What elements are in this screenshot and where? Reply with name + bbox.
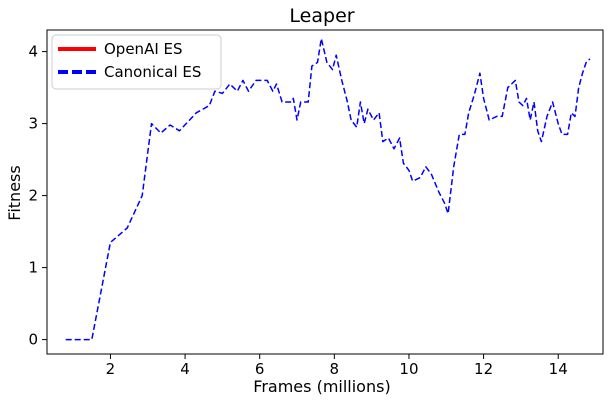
y-axis-label: Fitness xyxy=(5,165,24,220)
series-layer xyxy=(65,37,591,341)
y-tick-label: 3 xyxy=(28,115,38,133)
plot-frame xyxy=(46,29,604,355)
x-tick-label: 2 xyxy=(106,360,116,378)
x-tick-label: 6 xyxy=(255,360,265,378)
x-tick-label: 4 xyxy=(180,360,190,378)
x-tick-label: 8 xyxy=(330,360,340,378)
legend: OpenAI ES Canonical ES xyxy=(51,34,222,90)
x-tick-label: 10 xyxy=(399,360,418,378)
legend-label-1: Canonical ES xyxy=(104,63,201,81)
x-tick-label: 12 xyxy=(474,360,493,378)
y-tick-label: 2 xyxy=(28,187,38,205)
series-line-1 xyxy=(65,37,591,341)
x-axis-label: Frames (millions) xyxy=(253,377,390,396)
y-tick-label: 1 xyxy=(28,259,38,277)
plot-area xyxy=(46,29,604,355)
chart-title: Leaper xyxy=(289,5,354,27)
y-tick-label: 4 xyxy=(28,43,38,61)
x-tick-label: 14 xyxy=(549,360,568,378)
y-tick-label: 0 xyxy=(28,331,38,349)
legend-label-0: OpenAI ES xyxy=(104,40,183,58)
